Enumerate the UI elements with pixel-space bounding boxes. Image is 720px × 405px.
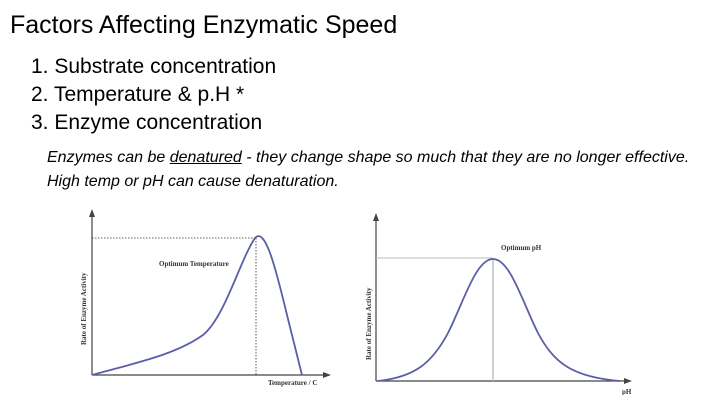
- factor-item-substrate: 1. Substrate concentration: [31, 55, 277, 78]
- note-emphasis-denatured: denatured: [169, 149, 242, 166]
- temperature-y-label: Rate of Enzyme Activity: [80, 272, 88, 345]
- slide-title: Factors Affecting Enzymatic Speed: [10, 11, 398, 39]
- temperature-curve: [91, 235, 303, 376]
- factor-item-enzyme: 3. Enzyme concentration: [31, 111, 263, 134]
- temperature-y-axis-arrow: [89, 209, 95, 217]
- denaturation-note: Enzymes can be denatured - they change s…: [47, 146, 717, 194]
- temperature-x-label: Temperature / C: [268, 379, 317, 387]
- ph-x-label: pH: [622, 388, 632, 395]
- ph-graph-svg: Rate of Enzyme Activity pH Optimum pH: [365, 213, 632, 395]
- note-text-after: - they change shape so much that they ar…: [47, 149, 690, 190]
- ph-graph: Rate of Enzyme Activity pH Optimum pH: [360, 205, 650, 395]
- temperature-graph-svg: Rate of Enzyme Activity Temperature / C …: [80, 209, 331, 387]
- ph-y-axis-arrow: [373, 213, 379, 221]
- factor-item-temperature-ph: 2. Temperature & p.H *: [31, 83, 245, 106]
- factor-list: 1. Substrate concentration 2. Temperatur…: [31, 53, 276, 137]
- temperature-x-axis-arrow: [323, 372, 331, 378]
- note-text-before: Enzymes can be: [47, 149, 170, 166]
- ph-optimum-label: Optimum pH: [501, 244, 542, 252]
- ph-y-label: Rate of Enzyme Activity: [365, 287, 373, 360]
- ph-curve: [377, 258, 621, 382]
- ph-x-axis-arrow: [624, 378, 632, 384]
- temperature-graph: Rate of Enzyme Activity Temperature / C …: [75, 205, 350, 395]
- temperature-optimum-label: Optimum Temperature: [159, 260, 229, 268]
